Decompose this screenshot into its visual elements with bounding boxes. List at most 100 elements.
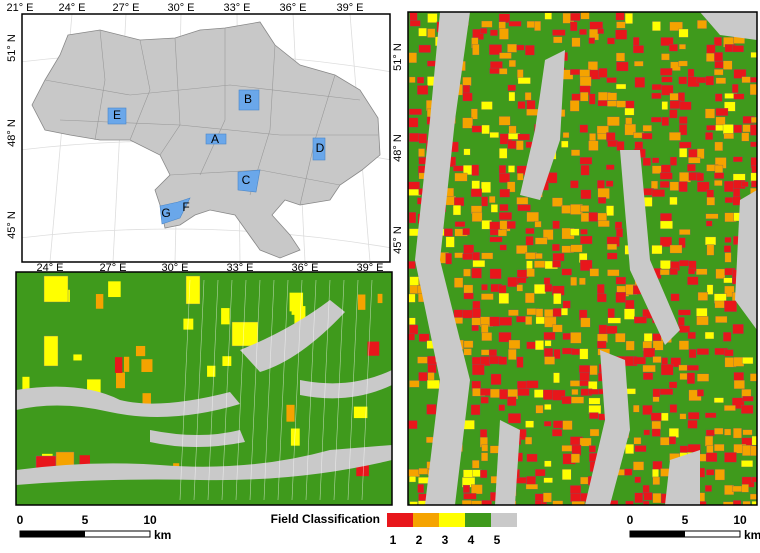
field bbox=[472, 460, 480, 469]
lon-label: 30° E bbox=[161, 262, 188, 274]
field bbox=[535, 253, 543, 260]
field bbox=[733, 69, 747, 79]
lon-label: 39° E bbox=[336, 2, 363, 14]
field bbox=[490, 204, 498, 213]
field bbox=[724, 237, 732, 243]
non-field-area bbox=[300, 370, 392, 399]
field bbox=[544, 404, 552, 410]
field bbox=[462, 228, 470, 236]
field bbox=[571, 149, 581, 156]
field bbox=[534, 20, 541, 31]
field bbox=[43, 335, 59, 367]
field bbox=[750, 52, 757, 58]
non-field-area bbox=[415, 12, 470, 505]
field bbox=[580, 235, 593, 245]
field bbox=[741, 404, 754, 414]
field bbox=[687, 331, 696, 339]
field bbox=[481, 181, 491, 193]
field-map-large bbox=[408, 12, 757, 505]
field bbox=[615, 333, 626, 343]
field bbox=[670, 357, 681, 368]
field bbox=[580, 165, 590, 176]
field bbox=[660, 364, 674, 376]
field bbox=[499, 173, 510, 183]
field bbox=[508, 165, 515, 173]
field bbox=[489, 132, 499, 138]
field bbox=[715, 268, 726, 279]
field bbox=[706, 445, 714, 454]
legend-swatch bbox=[491, 513, 517, 527]
field bbox=[634, 445, 647, 452]
field bbox=[481, 332, 493, 341]
field bbox=[480, 388, 492, 396]
field bbox=[606, 252, 618, 260]
field bbox=[561, 307, 568, 316]
field bbox=[499, 148, 508, 159]
field bbox=[597, 284, 605, 295]
field bbox=[427, 13, 438, 23]
field bbox=[580, 12, 590, 20]
field bbox=[22, 376, 30, 393]
field bbox=[462, 76, 472, 86]
field bbox=[705, 236, 717, 246]
field bbox=[543, 421, 552, 427]
field bbox=[634, 60, 644, 67]
field bbox=[73, 354, 82, 361]
field bbox=[669, 21, 683, 31]
field bbox=[526, 341, 536, 350]
field bbox=[750, 141, 757, 148]
field bbox=[516, 197, 529, 205]
non-field-area bbox=[665, 450, 700, 505]
field bbox=[715, 77, 727, 84]
field bbox=[615, 52, 625, 62]
field bbox=[651, 428, 661, 437]
field bbox=[741, 484, 749, 493]
field bbox=[534, 221, 542, 228]
field bbox=[697, 373, 710, 382]
field bbox=[750, 116, 757, 123]
field bbox=[552, 220, 560, 229]
field bbox=[408, 108, 422, 115]
field bbox=[678, 317, 685, 327]
field bbox=[506, 221, 516, 229]
overview-map bbox=[22, 14, 390, 262]
field bbox=[633, 404, 640, 413]
field bbox=[741, 76, 751, 83]
field bbox=[687, 420, 698, 429]
field-boundary bbox=[277, 279, 289, 501]
non-field-area bbox=[240, 300, 345, 372]
field bbox=[679, 141, 692, 149]
field bbox=[704, 435, 714, 447]
field bbox=[661, 53, 670, 61]
field bbox=[507, 140, 517, 149]
field bbox=[525, 420, 534, 428]
field bbox=[490, 29, 498, 36]
field bbox=[570, 492, 582, 503]
field bbox=[499, 204, 509, 212]
field bbox=[480, 396, 489, 404]
field bbox=[616, 61, 629, 72]
field bbox=[108, 281, 121, 298]
field bbox=[489, 221, 502, 231]
field bbox=[633, 437, 642, 445]
scale-unit: km bbox=[744, 528, 760, 542]
field bbox=[634, 492, 643, 503]
field bbox=[489, 44, 502, 55]
field bbox=[607, 140, 618, 147]
field bbox=[624, 13, 633, 24]
field bbox=[561, 396, 572, 405]
field bbox=[705, 452, 718, 462]
field bbox=[526, 476, 536, 485]
field bbox=[723, 405, 736, 411]
panel-frame bbox=[407, 11, 758, 506]
legend-swatch bbox=[387, 513, 413, 527]
field bbox=[661, 164, 671, 173]
field bbox=[571, 37, 581, 47]
lon-label: 33° E bbox=[223, 2, 250, 14]
field bbox=[652, 469, 659, 478]
field bbox=[678, 28, 689, 38]
legend-label: 1 bbox=[390, 533, 397, 547]
field bbox=[669, 109, 678, 119]
field bbox=[606, 325, 618, 334]
field-map-small bbox=[16, 272, 392, 505]
